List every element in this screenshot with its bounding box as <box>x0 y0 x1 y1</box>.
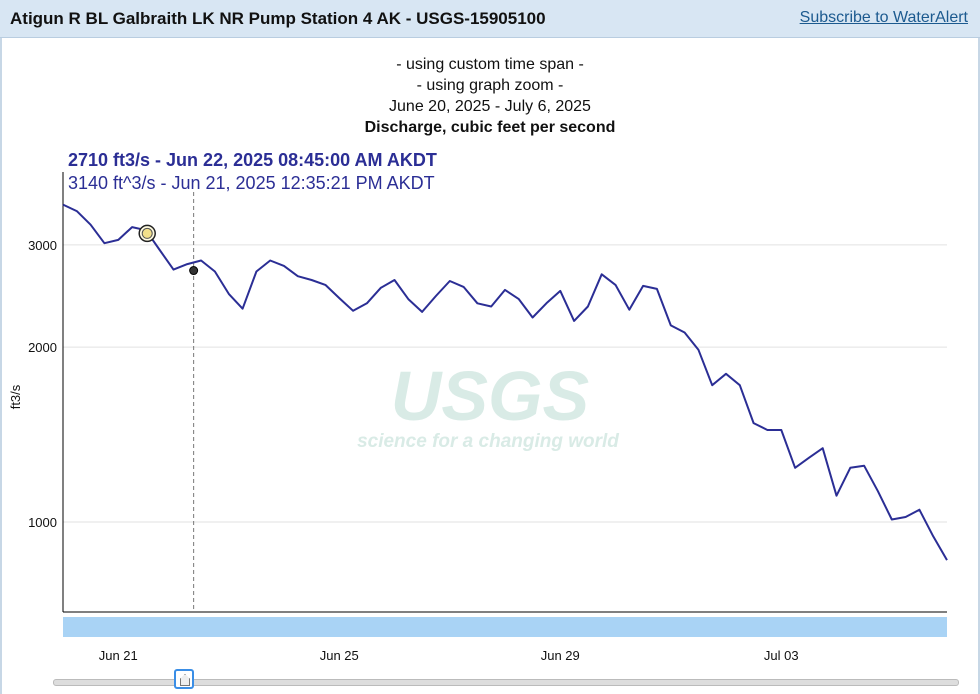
usgs-watermark-logo: USGS <box>391 357 589 435</box>
date-range: June 20, 2025 - July 6, 2025 <box>389 98 591 115</box>
usgs-watermark-tagline: science for a changing world <box>357 431 619 452</box>
subscribe-wateralert-link[interactable]: Subscribe to WaterAlert <box>799 9 968 26</box>
zoom-note: - using graph zoom - <box>416 77 564 94</box>
y-tick-label: 3000 <box>28 238 57 253</box>
site-title: Atigun R BL Galbraith LK NR Pump Station… <box>10 9 546 28</box>
time-span-note: - using custom time span - <box>396 56 584 73</box>
brush-slider-handle[interactable] <box>174 669 194 689</box>
x-tick-label: Jul 03 <box>764 648 799 663</box>
y-tick-label: 1000 <box>28 515 57 530</box>
brush-range-bar[interactable] <box>63 617 947 637</box>
tooltip-primary: 2710 ft3/s - Jun 22, 2025 08:45:00 AM AK… <box>68 150 437 170</box>
y-tick-label: 2000 <box>28 340 57 355</box>
site-header: Atigun R BL Galbraith LK NR Pump Station… <box>0 0 980 38</box>
secondary-point-marker <box>141 227 153 239</box>
tooltip-secondary: 3140 ft^3/s - Jun 21, 2025 12:35:21 PM A… <box>68 173 435 193</box>
parameter-title: Discharge, cubic feet per second <box>364 119 616 136</box>
brush-slider-track[interactable] <box>53 679 959 686</box>
primary-point-marker <box>189 266 199 276</box>
y-axis-label: ft3/s <box>8 384 23 409</box>
x-tick-label: Jun 21 <box>99 648 138 663</box>
x-tick-label: Jun 29 <box>541 648 580 663</box>
discharge-line <box>62 203 948 561</box>
right-border <box>978 38 980 694</box>
x-tick-label: Jun 25 <box>320 648 359 663</box>
left-border <box>0 38 2 694</box>
